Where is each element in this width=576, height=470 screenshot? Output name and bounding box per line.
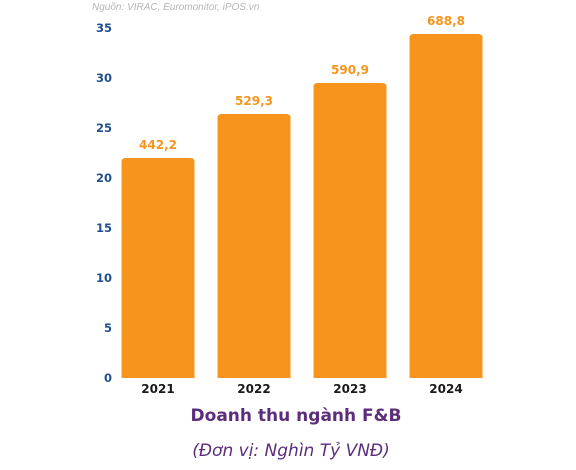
y-tick-label: 15 bbox=[96, 221, 112, 235]
chart-subtitle: (Đơn vị: Nghìn Tỷ VNĐ) bbox=[192, 441, 389, 461]
y-tick-label: 20 bbox=[96, 171, 112, 185]
bar-2023 bbox=[313, 83, 387, 378]
x-axis: 2021 2022 2023 2024 bbox=[141, 382, 462, 396]
x-tick-label: 2024 bbox=[429, 382, 462, 396]
chart-title: Doanh thu ngành F&B bbox=[191, 406, 402, 426]
source-note: Nguồn: VIRAC, Euromonitor, iPOS.vn bbox=[92, 1, 260, 13]
y-tick-label: 25 bbox=[96, 121, 112, 135]
data-label-2024: 688,8 bbox=[427, 14, 465, 28]
x-tick-label: 2021 bbox=[141, 382, 174, 396]
y-tick-label: 35 bbox=[96, 21, 112, 35]
y-tick-label: 30 bbox=[96, 71, 112, 85]
x-tick-label: 2022 bbox=[237, 382, 270, 396]
data-label-2023: 590,9 bbox=[331, 63, 369, 77]
y-tick-label: 5 bbox=[104, 321, 112, 335]
y-axis: 0 5 10 15 20 25 30 35 bbox=[96, 21, 112, 385]
bar-2024 bbox=[409, 34, 483, 378]
data-labels: 442,2 529,3 590,9 688,8 bbox=[139, 14, 465, 152]
data-label-2021: 442,2 bbox=[139, 138, 177, 152]
bars bbox=[121, 34, 483, 378]
y-tick-label: 0 bbox=[104, 371, 112, 385]
bar-2022 bbox=[217, 114, 291, 378]
data-label-2022: 529,3 bbox=[235, 94, 273, 108]
bar-2021 bbox=[121, 158, 195, 378]
x-tick-label: 2023 bbox=[333, 382, 366, 396]
y-tick-label: 10 bbox=[96, 271, 112, 285]
